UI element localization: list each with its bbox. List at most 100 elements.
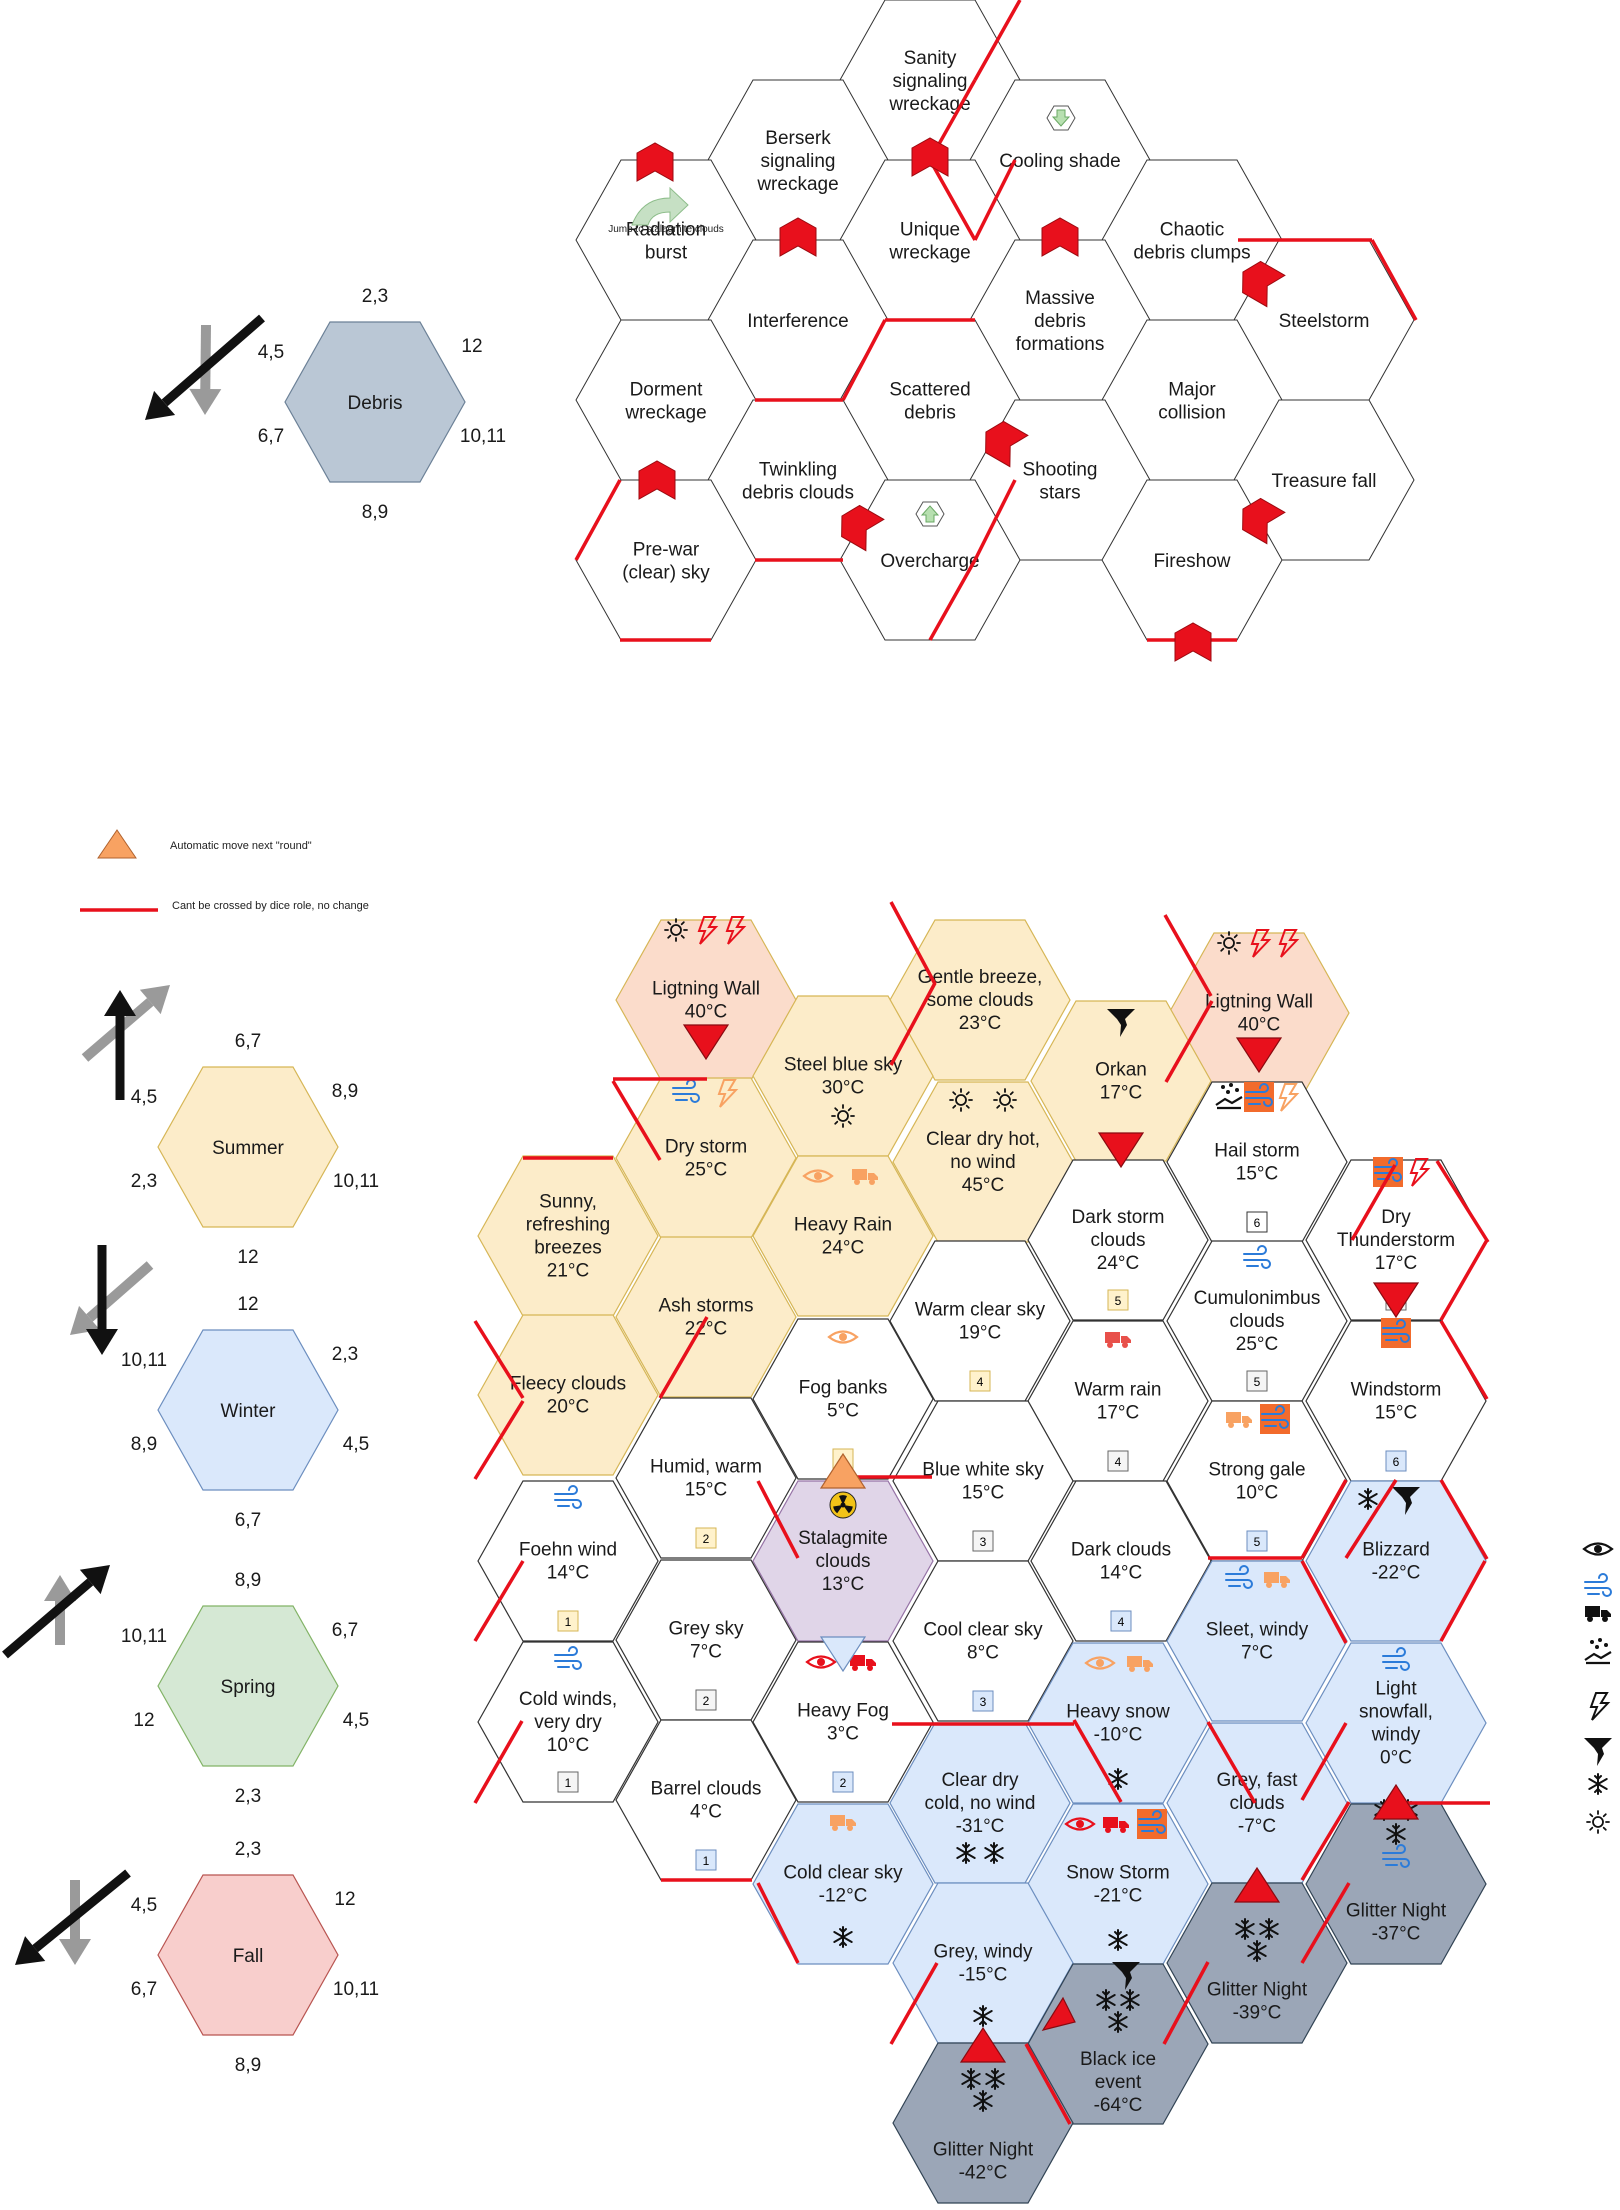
roll-number: 5 <box>1254 1375 1261 1389</box>
weather-cell-hex <box>889 919 1071 1081</box>
weather-cell-name: Blizzard <box>1362 1540 1430 1561</box>
weather-cell-temp: 7°C <box>1241 1643 1273 1664</box>
weather-cell-temp: 10°C <box>1236 1483 1278 1504</box>
weather-cell[interactable]: Steel blue sky 30°C <box>752 995 934 1157</box>
weather-cell[interactable]: Glitter Night -37°C <box>1305 1799 1487 1965</box>
debris-cell[interactable]: Scattered debris <box>839 319 1021 481</box>
debris-cell[interactable]: Treasure fall <box>1233 399 1415 561</box>
weather-cell[interactable]: Ligtning Wall 40°C <box>1168 929 1350 1094</box>
debris-cell[interactable]: Steelstorm <box>1233 239 1415 401</box>
weather-cell[interactable]: Sunny, refreshing breezes 21°C <box>477 1155 659 1317</box>
summer-black-arrow-head <box>104 990 136 1016</box>
weather-cell[interactable]: Fleecy clouds 20°C <box>477 1314 659 1476</box>
weather-cell-name: Cold winds, <box>519 1689 617 1710</box>
weather-cell[interactable]: Black ice event -64°C <box>1027 1962 1209 2125</box>
weather-cell[interactable]: Ligtning Wall 40°C <box>615 916 797 1081</box>
weather-cell[interactable]: Grey sky 7°C 2 <box>615 1559 797 1721</box>
weather-cell[interactable]: Heavy Fog 3°C 2 <box>752 1641 934 1803</box>
weather-cell[interactable]: Warm clear sky 19°C 4 <box>889 1240 1071 1402</box>
debris-cell[interactable]: Dorment wreckage <box>575 319 757 481</box>
debris-cell[interactable]: Cooling shade <box>969 79 1151 241</box>
weather-cell[interactable]: Dark clouds 14°C 4 <box>1030 1480 1212 1642</box>
weather-cell[interactable]: Cool clear sky 8°C 3 <box>892 1560 1074 1722</box>
weather-cell[interactable]: Clear dry hot, no wind 45°C <box>892 1081 1074 1243</box>
weather-cell-temp: 4°C <box>690 1802 722 1823</box>
debris-cell-name: Treasure fall <box>1272 471 1377 492</box>
weather-cell-label: Steel blue sky 30°C <box>784 1055 903 1099</box>
weather-cell[interactable]: Glitter Night -42°C <box>892 2042 1074 2204</box>
barrier-edge <box>1072 1719 1123 1803</box>
weather-cell-temp: -64°C <box>1094 2095 1143 2116</box>
weather-cell-temp: 7°C <box>690 1642 722 1663</box>
weather-cell-hex <box>1166 1560 1348 1722</box>
weather-cell[interactable]: Clear dry cold, no wind -31°C <box>889 1722 1071 1884</box>
weather-cell[interactable]: Cold clear sky -12°C <box>752 1803 934 1965</box>
roll-number-badge: 5 <box>1246 1530 1268 1552</box>
weather-cell-label: Warm clear sky 19°C <box>915 1300 1046 1344</box>
debris-cell[interactable]: Interference <box>707 239 889 401</box>
debris-cell[interactable]: Major collision <box>1101 319 1283 481</box>
weather-cell-label: Glitter Night -37°C <box>1346 1901 1447 1945</box>
debris-cell-hex <box>839 479 1021 641</box>
weather-cell[interactable]: Dry storm 25°C <box>615 1077 797 1239</box>
weather-cell[interactable]: Heavy Rain 24°C <box>752 1155 934 1317</box>
weather-cell-temp: 45°C <box>962 1175 1004 1196</box>
roll-number-badge: 5 <box>1107 1289 1129 1311</box>
weather-cell-name: Heavy snow <box>1066 1702 1170 1723</box>
debris-cell[interactable]: Chaotic debris clumps <box>1101 159 1283 321</box>
weather-cell-label: Windstorm 15°C <box>1351 1380 1442 1424</box>
weather-cell[interactable]: Foehn wind 14°C 1 <box>477 1480 659 1642</box>
roll-number-box <box>557 1610 579 1632</box>
weather-cell[interactable]: Cumulonimbus clouds 25°C 5 <box>1166 1240 1348 1402</box>
debris-cell[interactable]: Massive debris formations <box>969 239 1151 401</box>
roll-number: 1 <box>565 1776 572 1790</box>
weather-cell-hex <box>752 1155 934 1317</box>
weather-cell[interactable]: Gentle breeze, some clouds 23°C <box>889 919 1071 1081</box>
weather-cell[interactable]: Barrel clouds 4°C 1 <box>615 1719 797 1881</box>
weather-cell[interactable]: Warm rain 17°C 4 <box>1027 1320 1209 1482</box>
roll-number: 4 <box>1115 1455 1122 1469</box>
weather-cell[interactable]: Blizzard -22°C <box>1305 1480 1487 1642</box>
roll-number: 2 <box>840 1776 847 1790</box>
weather-cell[interactable]: Cold winds, very dry 10°C 1 <box>477 1641 659 1803</box>
weather-cell-temp: 15°C <box>1236 1164 1278 1185</box>
debris-dial-roll-top-right: 12 <box>461 336 482 357</box>
weather-cell-temp: -7°C <box>1238 1816 1276 1837</box>
weather-cell-temp: 14°C <box>1100 1563 1142 1584</box>
weather-cell-label: Heavy snow -10°C <box>1066 1702 1170 1746</box>
barrier-edge <box>1439 1560 1487 1642</box>
roll-number-box <box>695 1849 717 1871</box>
weather-cell-name: Clear dry hot, <box>926 1129 1040 1150</box>
weather-cell-label: Fog banks 5°C <box>799 1378 888 1422</box>
weather-cell[interactable]: Dark storm clouds 24°C 5 <box>1027 1159 1209 1321</box>
roll-number-badge: 2 <box>695 1689 717 1711</box>
winter-dial-hex <box>157 1329 339 1491</box>
weather-cell-name: Gentle breeze, <box>918 967 1043 988</box>
weather-cell[interactable]: Humid, warm 15°C 2 <box>615 1397 797 1559</box>
roll-number-badge: 5 <box>1246 1370 1268 1392</box>
weather-cell[interactable]: Glitter Night -39°C <box>1166 1882 1348 2044</box>
weather-cell-label: Dry storm 25°C <box>665 1137 747 1181</box>
weather-cell[interactable]: Orkan 17°C <box>1030 1000 1212 1162</box>
barrier-edge <box>574 479 622 561</box>
winter-dial-roll-top: 12 <box>237 1294 258 1315</box>
weather-cell[interactable]: Snow Storm -21°C <box>1027 1803 1209 1965</box>
weather-cell-temp: 8°C <box>967 1643 999 1664</box>
roll-number-badge: 1 <box>695 1849 717 1871</box>
weather-cell[interactable]: Stalagmite clouds 13°C <box>752 1480 934 1642</box>
fall-dial-roll-top-right: 12 <box>334 1889 355 1910</box>
barrier-edge <box>889 1962 939 2045</box>
weather-cell[interactable]: Grey, windy -15°C <box>892 1882 1074 2044</box>
debris-cell[interactable]: Fireshow <box>1101 479 1283 641</box>
weather-cell[interactable]: Strong gale 10°C 5 <box>1166 1400 1348 1562</box>
debris-grey-arrow-head <box>189 388 222 415</box>
weather-cell[interactable]: Sleet, windy 7°C <box>1166 1560 1348 1722</box>
weather-cell-hex <box>752 1480 934 1642</box>
debris-cell[interactable]: Sanity signaling wreckage <box>839 0 1021 161</box>
weather-cell[interactable]: Light snowfall, windy 0°C <box>1305 1642 1487 1804</box>
debris-cell[interactable]: Overcharge <box>839 479 1021 641</box>
debris-cell[interactable]: Unique wreckage <box>839 159 1021 321</box>
weather-cell[interactable]: Hail storm 15°C 6 <box>1166 1081 1348 1243</box>
